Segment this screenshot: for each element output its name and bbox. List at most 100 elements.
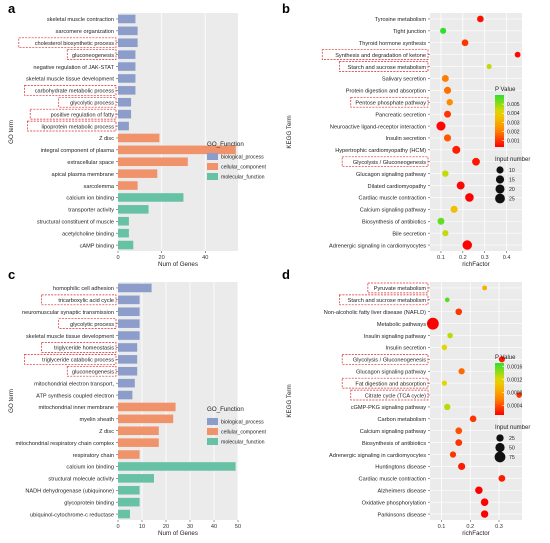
y-tick-label: triglyceride homeostasis <box>54 346 114 352</box>
y-tick-label: mitochondrial inner membrane <box>38 405 114 411</box>
legend-swatch-cellular_component <box>207 428 218 435</box>
y-tick-label: Tyrosine metabolism <box>375 17 427 23</box>
x-axis-label: Num of Genes <box>158 261 198 268</box>
y-tick-label: gluconeogenesis <box>72 369 114 375</box>
legend-label: biological_process <box>221 155 264 161</box>
y-tick-label: Huntingtons disease <box>375 465 426 471</box>
y-tick-label: Synthesis and degradation of ketone <box>335 53 426 59</box>
color-legend-title: P Value <box>495 87 516 93</box>
point-b-2 <box>461 39 469 47</box>
y-axis-label: KEGG Term <box>286 115 293 148</box>
highlight-box <box>58 96 117 108</box>
colorbar-tick-label: 0.0004 <box>507 403 523 409</box>
y-tick-label: sarcomere organization <box>56 29 114 35</box>
x-tick-label: 20 <box>159 255 165 261</box>
y-tick-label: Protein digestion and absorption <box>346 89 426 95</box>
bar-c-19 <box>118 509 130 519</box>
bar-c-11 <box>118 414 174 424</box>
point-d-2 <box>455 308 463 316</box>
legend-title: GO_Function <box>207 406 244 413</box>
colorbar-tick-label: 0.005 <box>507 102 520 108</box>
y-tick-label: extracellular space <box>67 160 114 166</box>
bar-c-5 <box>118 343 138 352</box>
legend: GO_Function biological_process cellular_co… <box>207 141 267 181</box>
y-tick-label: Salivary secretion <box>382 77 426 83</box>
bar-c-8 <box>118 378 135 388</box>
x-axis-label: richFactor <box>462 261 490 268</box>
y-tick-label: Pyruvate metabolism <box>374 286 427 292</box>
point-b-17 <box>437 217 445 225</box>
y-tick-label: Tight junction <box>393 29 426 35</box>
highlight-box <box>339 294 429 306</box>
panel-letter-a: a <box>8 1 16 16</box>
legend-swatch-cellular_component <box>207 163 218 170</box>
bar-a-19 <box>118 240 134 250</box>
highlight-box <box>41 342 117 353</box>
y-tick-label: Z disc <box>99 136 114 142</box>
x-tick-label: 20 <box>163 524 169 530</box>
y-tick-label: Z disc <box>99 429 114 435</box>
y-tick-label: Insulin secretion <box>386 136 426 142</box>
y-tick-label: Fat digestion and absorption <box>355 381 426 387</box>
x-tick-label: 0.3 <box>495 524 503 530</box>
size-legend-label: 10 <box>509 168 515 174</box>
y-tick-label: sarcolemma <box>84 184 115 190</box>
point-d-13 <box>455 439 463 447</box>
size-legend-dot <box>495 175 505 184</box>
bar-a-0 <box>118 14 136 24</box>
y-tick-label: calcium ion binding <box>66 465 114 471</box>
legend-swatch-molecular_function <box>207 438 218 445</box>
point-d-9 <box>516 392 522 398</box>
highlight-box <box>341 156 429 168</box>
color-legend-title: P Value <box>495 355 516 361</box>
colorbar-tick-label: 0.004 <box>507 111 520 117</box>
point-d-12 <box>455 427 463 435</box>
point-d-0 <box>482 285 488 291</box>
bar-a-10 <box>118 133 160 143</box>
point-b-8 <box>444 110 451 118</box>
legend-title: GO_Function <box>207 141 244 148</box>
bar-a-17 <box>118 216 129 226</box>
y-tick-label: cholesterol biosynthetic process <box>35 41 114 47</box>
y-tick-label: Cardiac muscle contraction <box>359 477 426 483</box>
bar-chart-c: homophilic cell adhesion tricarboxylic ac… <box>8 282 267 537</box>
y-tick-label: Glucagon signaling pathway <box>356 369 426 375</box>
y-tick-label: mitochondrial respiratory chain complex <box>15 441 114 447</box>
legend-label: molecular_function <box>221 175 265 181</box>
size-legend: Input number 25 50 75 <box>494 425 530 463</box>
legend-swatch-biological_process <box>207 153 218 160</box>
size-legend-label: 20 <box>509 187 515 193</box>
point-d-5 <box>441 344 448 351</box>
highlight-box <box>341 377 429 389</box>
point-b-14 <box>456 181 465 190</box>
legend-label: cellular_component <box>221 165 267 171</box>
y-tick-label: triglyceride catabolic process <box>42 358 114 364</box>
size-legend-dot <box>495 184 505 194</box>
point-d-16 <box>498 474 506 482</box>
point-b-15 <box>465 193 474 202</box>
panel-letter-b: b <box>282 1 290 16</box>
bar-c-17 <box>118 485 140 495</box>
size-legend-title: Input number <box>495 157 530 163</box>
point-d-8 <box>441 380 448 386</box>
colorbar-tick-label: 0.001 <box>507 139 520 145</box>
y-tick-label: Thyroid hormone synthesis <box>359 41 426 47</box>
bar-a-16 <box>118 205 149 214</box>
y-tick-label: Biosynthesis of antibiotics <box>362 441 426 447</box>
highlight-box <box>350 389 429 401</box>
legend-swatch-biological_process <box>207 418 218 425</box>
size-legend-dot <box>495 193 505 204</box>
x-tick-label: 0 <box>116 524 119 530</box>
y-tick-label: Insulin signaling pathway <box>364 334 426 340</box>
y-tick-label: cAMP binding <box>80 243 114 249</box>
bar-a-12 <box>118 157 188 167</box>
y-axis-label: GO term <box>8 389 15 413</box>
bar-a-14 <box>118 181 138 190</box>
x-tick-label: 0.2 <box>459 255 467 261</box>
point-b-12 <box>472 157 480 166</box>
size-legend-label: 15 <box>509 178 515 184</box>
y-tick-label: Metabolic pathways <box>377 322 426 328</box>
size-legend-dot <box>496 434 504 442</box>
y-tick-label: glycoprotein binding <box>64 500 114 506</box>
x-axis-label: richFactor <box>462 530 490 537</box>
